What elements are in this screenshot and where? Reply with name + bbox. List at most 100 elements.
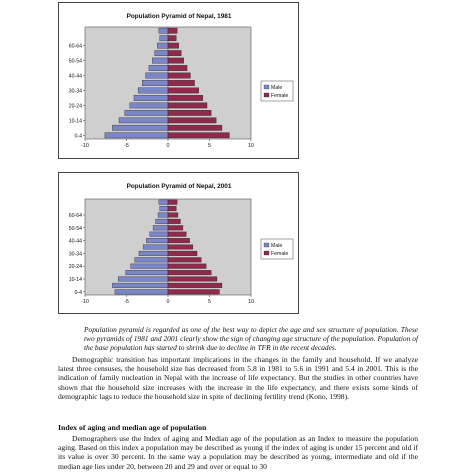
female-bar [167, 263, 207, 269]
male-bar [148, 65, 169, 71]
female-bar [167, 244, 194, 250]
male-bar [137, 87, 169, 94]
male-bar [112, 282, 169, 288]
male-bar [130, 263, 169, 269]
female-bar [167, 87, 199, 94]
female-bar [167, 238, 190, 244]
male-bar [118, 276, 169, 282]
section-heading-aging: Index of aging and median age of populat… [58, 423, 207, 432]
x-tick-label: 0 [167, 143, 170, 149]
female-bar [167, 35, 177, 42]
x-tick-label: -5 [124, 299, 129, 305]
y-tick-label: 10-14 [69, 277, 82, 283]
male-bar [124, 110, 169, 116]
female-bar [167, 257, 202, 263]
legend-male-label: Male [271, 85, 282, 91]
y-tick-label: 60-64 [69, 44, 82, 50]
male-bar [142, 244, 169, 250]
chart-title: Population Pyramid of Nepal, 1981 [127, 13, 232, 20]
male-bar [157, 42, 169, 49]
male-bar [125, 270, 169, 276]
legend-female-swatch [263, 250, 270, 256]
x-tick-label: 0 [167, 299, 170, 305]
female-bar [167, 117, 217, 124]
pyramid-2001-figure: Population Pyramid of Nepal, 2001 0-4 10-1… [58, 172, 299, 314]
pyramid-1981-chart: Population Pyramid of Nepal, 19810-410-1… [69, 13, 294, 149]
female-bar [167, 110, 212, 116]
legend-female-swatch [263, 92, 270, 98]
female-bar [167, 270, 212, 276]
y-tick-label: 20-24 [69, 103, 82, 109]
y-tick-label: 50-54 [69, 59, 82, 65]
male-bar [152, 57, 169, 64]
legend-male-label: Male [271, 243, 282, 249]
female-bar [167, 102, 208, 109]
male-bar [149, 231, 169, 237]
male-bar [142, 80, 169, 86]
x-tick-label: -5 [124, 143, 129, 149]
male-bar [152, 225, 169, 231]
female-bar [167, 276, 218, 282]
pyramid-2001-chart: Population Pyramid of Nepal, 20010-410-1… [69, 183, 294, 305]
female-bar [167, 95, 204, 101]
female-bar [167, 282, 223, 288]
male-bar [104, 132, 169, 139]
y-tick-label: 10-14 [69, 118, 82, 124]
female-bar [167, 218, 181, 224]
chart-title: Population Pyramid of Nepal, 2001 [127, 183, 232, 190]
female-bar [167, 57, 184, 64]
pyramid-1981-figure: Population Pyramid of Nepal, 1981 0-4 10-1… [58, 2, 299, 159]
female-bar [167, 206, 177, 212]
y-tick-label: 30-34 [69, 251, 82, 257]
female-bar [167, 225, 184, 231]
male-bar [158, 199, 169, 205]
male-bar [134, 257, 169, 263]
male-bar [158, 27, 169, 34]
y-tick-label: 40-44 [69, 74, 82, 80]
male-bar [133, 95, 169, 101]
male-bar [112, 124, 169, 131]
y-tick-label: 50-54 [69, 226, 82, 232]
female-bar [167, 27, 178, 34]
male-bar [159, 35, 169, 42]
legend-male-swatch [263, 84, 270, 90]
female-bar [167, 65, 188, 71]
male-bar [155, 218, 169, 224]
female-bar [167, 80, 195, 86]
male-bar [114, 289, 169, 295]
male-bar [145, 72, 169, 79]
x-tick-label: 10 [248, 299, 254, 305]
male-bar [118, 117, 169, 124]
female-bar [167, 231, 187, 237]
male-bar [138, 250, 169, 256]
female-bar [167, 212, 179, 218]
body-paragraph-household: Demographic transition has important imp… [58, 355, 418, 401]
legend-male-swatch [263, 242, 270, 248]
female-bar [167, 50, 182, 56]
female-bar [167, 42, 179, 49]
legend-female-label: Female [271, 251, 288, 257]
male-bar [146, 238, 169, 244]
male-bar [157, 212, 169, 218]
female-bar [167, 132, 230, 139]
y-tick-label: 0-4 [75, 290, 83, 296]
female-bar [167, 289, 220, 295]
x-tick-label: -10 [81, 299, 89, 305]
female-bar [167, 72, 191, 79]
x-tick-label: 5 [208, 143, 211, 149]
female-bar [167, 250, 198, 256]
figure-caption: Population pyramid is regarded as one of… [84, 325, 418, 352]
female-bar [167, 124, 223, 131]
y-tick-label: 40-44 [69, 239, 82, 245]
body-paragraph-aging-index: Demographers use the Index of aging and … [58, 434, 418, 471]
x-tick-label: 5 [208, 299, 211, 305]
y-tick-label: 60-64 [69, 213, 82, 219]
x-tick-label: -10 [81, 143, 89, 149]
female-bar [167, 199, 178, 205]
x-tick-label: 10 [248, 143, 254, 149]
legend-female-label: Female [271, 93, 288, 99]
male-bar [154, 50, 169, 56]
y-tick-label: 0-4 [75, 133, 83, 139]
male-bar [159, 206, 169, 212]
male-bar [129, 102, 169, 109]
